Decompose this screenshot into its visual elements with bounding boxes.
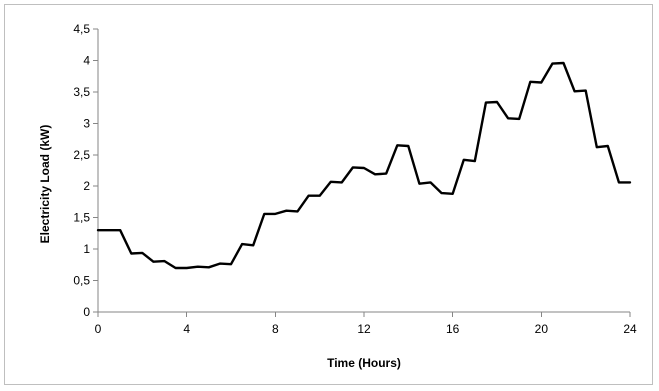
y-tick-label: 1,5 [73,211,90,225]
y-tick-label: 1 [83,242,90,256]
series-line [96,61,632,270]
x-axis-ticks: 0 4 8 12 16 20 24 [95,312,637,336]
y-tick-label: 0 [83,305,90,319]
x-tick-label: 4 [183,322,190,336]
y-tick-label: 0,5 [73,274,90,288]
x-tick-label: 16 [446,322,460,336]
y-tick-label: 4 [83,53,90,67]
axes [97,29,630,313]
x-tick-label: 0 [95,322,102,336]
chart-frame [4,4,653,385]
y-tick-label: 3,5 [73,85,90,99]
y-tick-label: 2 [83,179,90,193]
x-tick-label: 20 [535,322,549,336]
y-axis-ticks: 0 0,5 1 1,5 2 2,5 3 3,5 4 4,5 [73,22,98,319]
x-tick-label: 8 [272,322,279,336]
x-tick-label: 24 [623,322,637,336]
y-tick-label: 4,5 [73,22,90,36]
x-axis-title: Time (Hours) [327,356,401,370]
x-tick-label: 12 [357,322,371,336]
y-tick-label: 3 [83,116,90,130]
y-tick-label: 2,5 [73,148,90,162]
y-axis-title: Electricity Load (kW) [38,125,52,244]
